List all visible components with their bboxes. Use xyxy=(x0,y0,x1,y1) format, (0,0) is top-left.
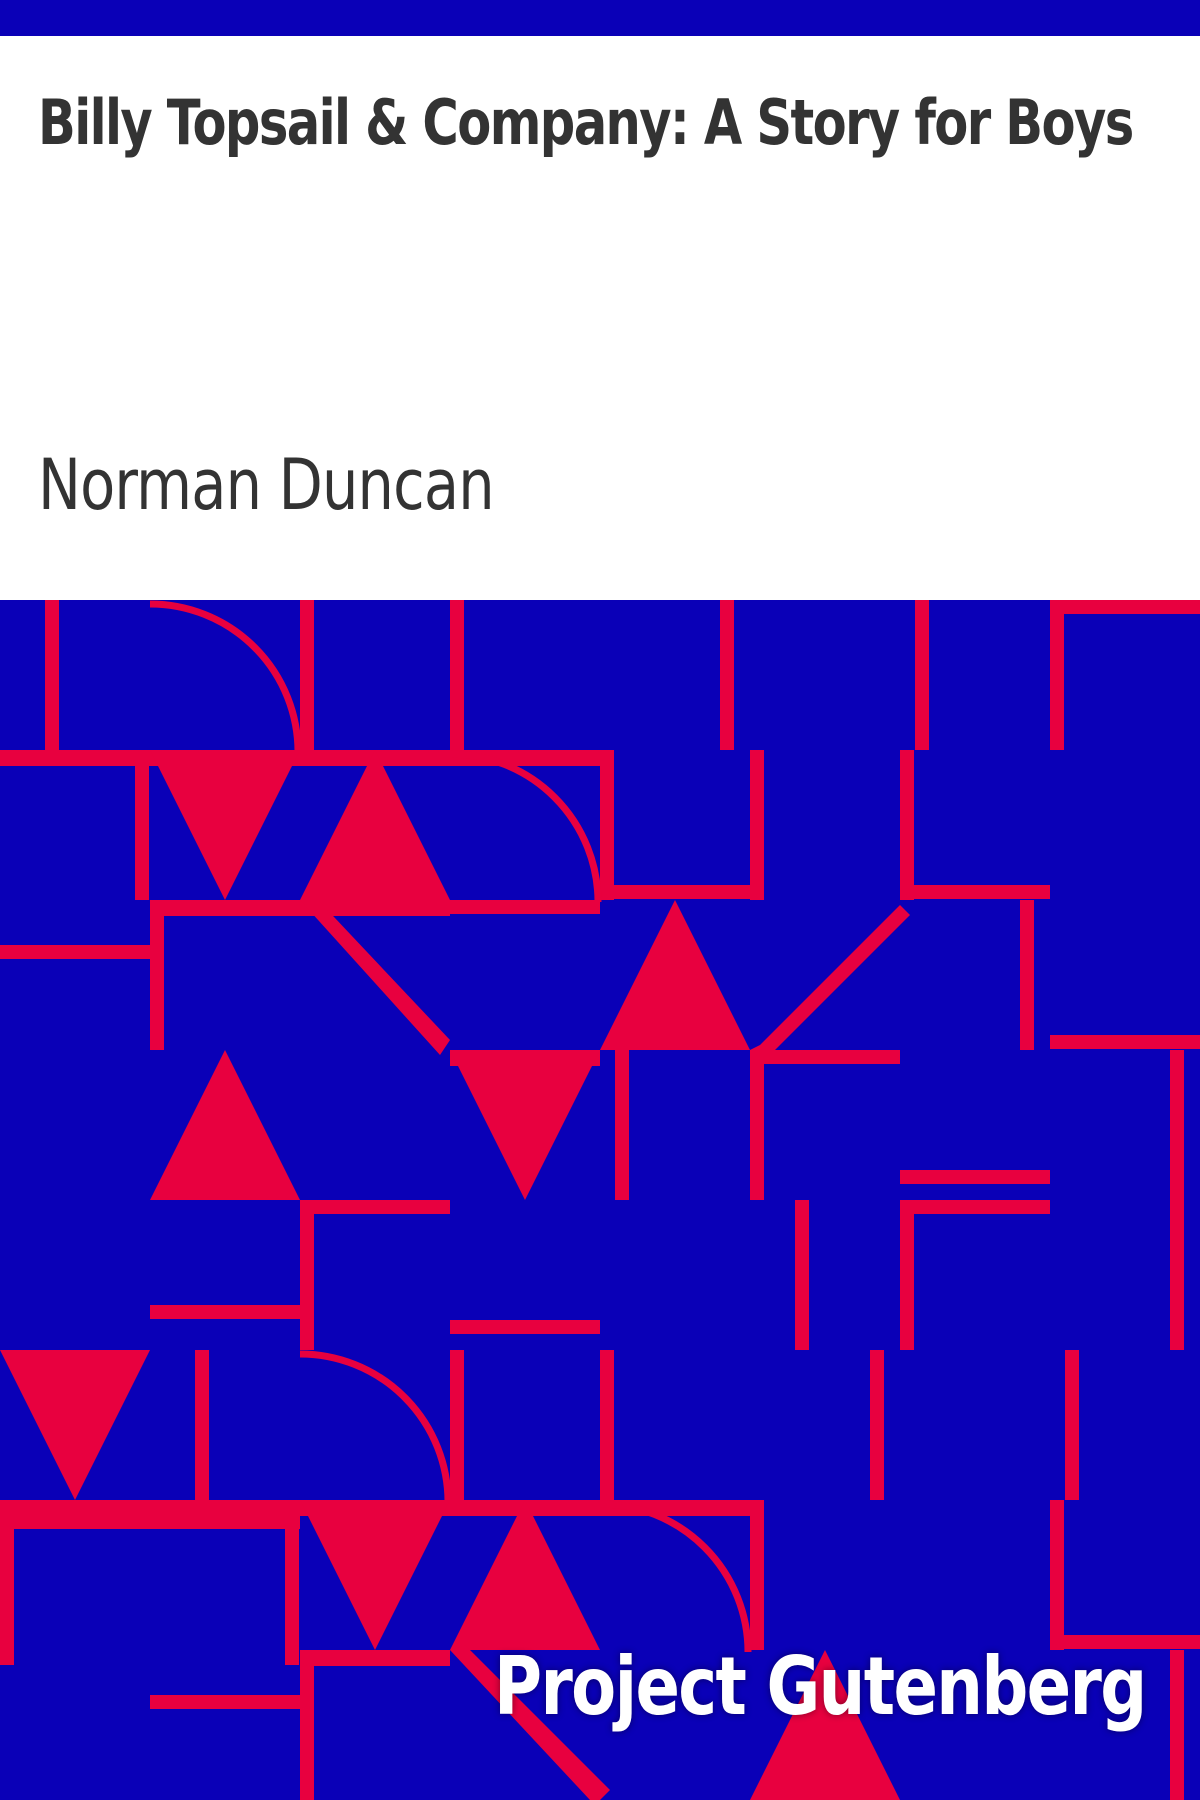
decorative-pattern xyxy=(0,600,1200,1800)
title-panel xyxy=(0,36,1200,600)
top-color-band xyxy=(0,0,1200,36)
publisher-label: Project Gutenberg xyxy=(494,1640,1147,1733)
book-title: Billy Topsail & Company: A Story for Boy… xyxy=(38,86,1134,159)
book-author: Norman Duncan xyxy=(38,444,495,526)
